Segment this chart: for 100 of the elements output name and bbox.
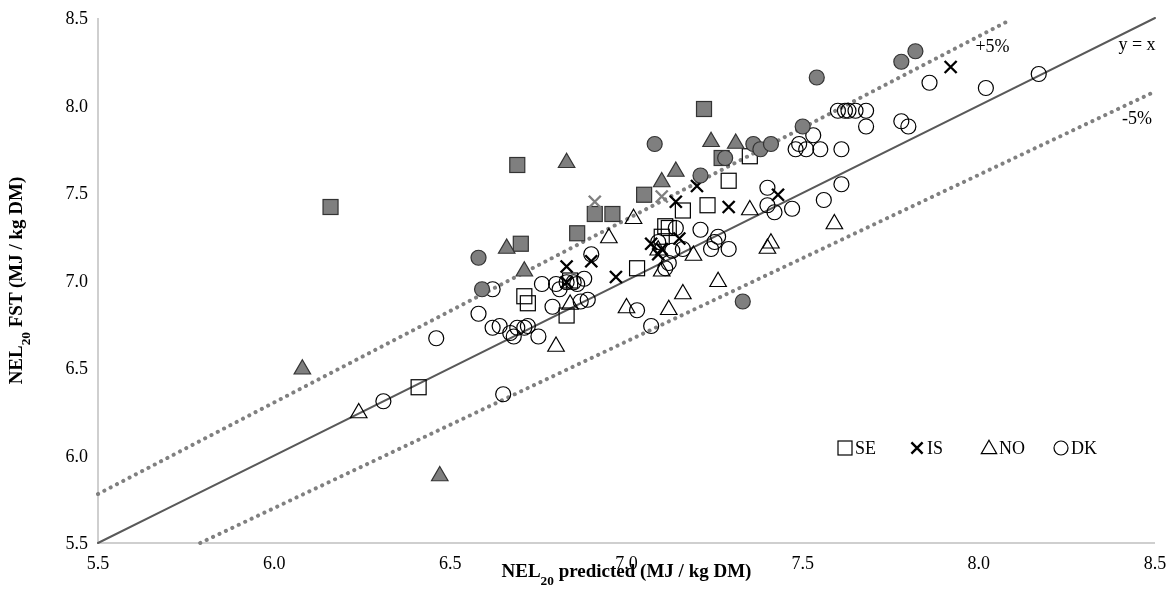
point (519, 295, 536, 312)
point (572, 293, 589, 310)
point (509, 319, 526, 336)
point (515, 261, 534, 277)
annotation: y = x (1118, 34, 1156, 54)
legend-label: SE (855, 438, 877, 459)
point (726, 133, 745, 149)
point (375, 393, 392, 410)
point (893, 53, 910, 70)
point (770, 187, 786, 202)
point (652, 261, 671, 277)
point (766, 204, 783, 221)
point (717, 149, 734, 167)
legend-label: NO (999, 438, 1025, 459)
point (643, 317, 660, 335)
point (617, 297, 636, 314)
point (943, 59, 958, 75)
point (791, 135, 808, 153)
point (977, 79, 994, 97)
point (473, 281, 491, 298)
point (808, 69, 825, 86)
point (706, 233, 723, 251)
x-tick-label: 7.5 (791, 553, 814, 573)
point (833, 141, 850, 158)
point (702, 240, 720, 258)
point (586, 205, 603, 223)
point (428, 330, 445, 347)
y-tick-label: 5.5 (65, 533, 88, 554)
point (907, 43, 924, 60)
point (674, 202, 691, 219)
point (900, 118, 917, 135)
point (470, 249, 487, 266)
y-tick-label: 6.0 (65, 445, 88, 466)
x-tick-label: 6.0 (262, 553, 286, 573)
point (657, 260, 674, 277)
point (653, 228, 670, 245)
point (759, 179, 776, 196)
point (836, 102, 854, 119)
point (495, 386, 512, 403)
x-tick-label: 8.0 (967, 553, 991, 573)
point (794, 118, 811, 135)
point (530, 328, 547, 345)
x-tick-label: 5.5 (86, 553, 110, 573)
point (558, 307, 575, 324)
point (583, 246, 600, 263)
point (695, 100, 713, 118)
point (829, 102, 846, 119)
point (587, 194, 602, 209)
point (628, 302, 646, 319)
point (544, 298, 561, 315)
point (608, 269, 624, 285)
point (561, 294, 579, 310)
y-tick-label: 7.5 (65, 183, 88, 204)
point (893, 113, 910, 130)
point (569, 225, 586, 242)
point (921, 74, 938, 91)
y-tick-label: 6.5 (65, 358, 88, 379)
point (484, 319, 501, 336)
point (758, 238, 777, 254)
point (798, 141, 815, 158)
point (812, 141, 829, 158)
point (600, 227, 618, 244)
point (674, 283, 692, 300)
point (699, 197, 716, 214)
point (646, 135, 663, 153)
point (636, 186, 653, 203)
point (643, 236, 659, 251)
point (721, 199, 736, 215)
point (497, 238, 516, 254)
point (672, 231, 687, 246)
point (654, 189, 669, 204)
legend-label: DK (1071, 438, 1097, 459)
point (579, 291, 596, 308)
point (322, 198, 339, 216)
point (762, 233, 780, 249)
x-tick-label: 8.5 (1143, 553, 1167, 573)
point (815, 191, 832, 209)
point (505, 328, 522, 345)
point (740, 199, 759, 216)
point (654, 241, 669, 257)
point (293, 359, 312, 375)
x-tick-label: 6.5 (439, 553, 462, 573)
point (664, 242, 681, 259)
point (604, 205, 621, 223)
point (1030, 65, 1047, 83)
point (652, 171, 671, 188)
point (668, 194, 684, 209)
legend-label: IS (927, 438, 944, 459)
point (649, 240, 668, 256)
point (833, 176, 850, 193)
point (710, 228, 727, 245)
point (674, 240, 691, 258)
point (628, 260, 646, 277)
point (787, 141, 804, 158)
annotation: +5% (975, 35, 1010, 56)
y-tick-label: 8.5 (65, 8, 88, 29)
point (709, 271, 727, 288)
point (667, 219, 684, 237)
point (502, 324, 519, 342)
point (410, 379, 427, 396)
